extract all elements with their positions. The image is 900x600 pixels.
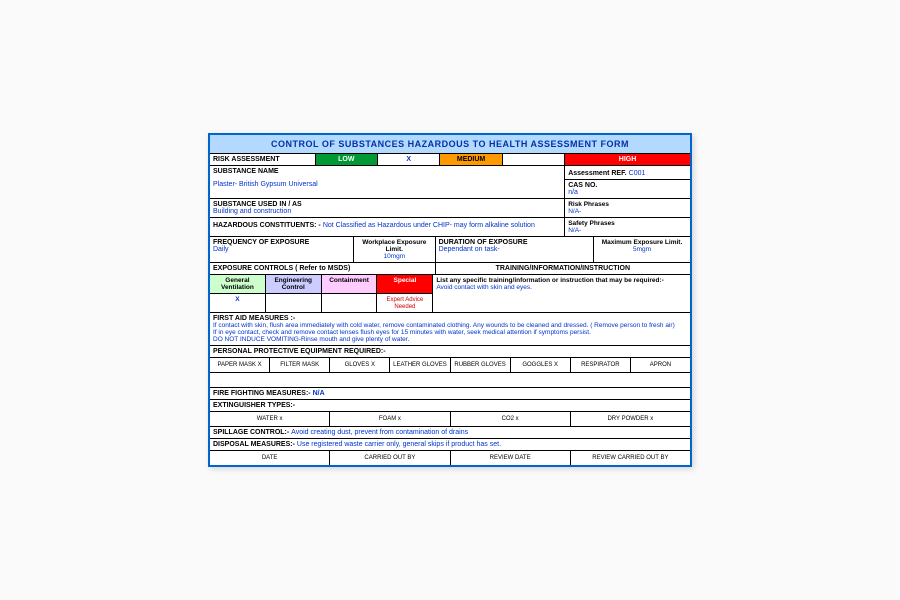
form-title: CONTROL OF SUBSTANCES HAZARDOUS TO HEALT… [210, 135, 690, 154]
max-value: 5mgm [597, 246, 687, 253]
ext-3: DRY POWDER x [571, 412, 690, 426]
ec-general-val: X [235, 296, 239, 303]
ref-label: Assessment REF. [568, 170, 626, 177]
ec-eng-val [266, 294, 322, 312]
safety-label: Safety Phrases [568, 220, 687, 227]
freq-label: FREQUENCY OF EXPOSURE [213, 239, 350, 246]
controls-cols-row: General Ventilation Engineering Control … [210, 275, 690, 313]
substance-name-row: SUBSTANCE NAME Plaster- British Gypsum U… [210, 166, 690, 199]
dur-value: Dependant on task- [439, 246, 590, 253]
coshh-form: CONTROL OF SUBSTANCES HAZARDOUS TO HEALT… [208, 133, 692, 467]
used-label: SUBSTANCE USED IN / AS [213, 201, 561, 208]
firstaid-line-1: If in eye contact, check and remove cont… [213, 329, 687, 336]
footer-review: REVIEW DATE [451, 451, 571, 465]
training-label: List any specific training/information o… [436, 277, 687, 284]
disposal-row: DISPOSAL MEASURES:- Use registered waste… [210, 439, 690, 451]
substance-name-label: SUBSTANCE NAME [213, 168, 561, 175]
cas-value: n/a [568, 189, 687, 196]
ref-value: C001 [629, 170, 646, 177]
fire-header: FIRE FIGHTING MEASURES:- N/A [210, 388, 690, 400]
risk-assessment-row: RISK ASSESSMENT LOW X MEDIUM HIGH [210, 154, 690, 166]
ppe-5: GOGGLES X [511, 358, 571, 372]
ext-1: FOAM x [330, 412, 450, 426]
footer-row: DATE CARRIED OUT BY REVIEW DATE REVIEW C… [210, 451, 690, 465]
ppe-header: PERSONAL PROTECTIVE EQUIPMENT REQUIRED:- [210, 346, 690, 358]
firstaid-header: FIRST AID MEASURES :- [213, 315, 687, 322]
risk-selected: X [378, 154, 440, 165]
ec-eng-head: Engineering Control [266, 275, 322, 293]
freq-value: Daily [213, 246, 350, 253]
wel-label: Workplace Exposure Limit. [357, 239, 432, 253]
fire-value: N/A [313, 390, 325, 397]
ppe-6: RESPIRATOR [571, 358, 631, 372]
training-value: Avoid contact with skin and eyes. [436, 284, 687, 291]
used-value: Building and construction [213, 208, 561, 215]
ec-general-head: General Ventilation [210, 275, 266, 293]
ext-0: WATER x [210, 412, 330, 426]
haz-value: Not Classified as Hazardous under CHIP- … [323, 222, 535, 229]
hazardous-row: HAZARDOUS CONSTITUENTS: - Not Classified… [210, 218, 690, 237]
risk-low: LOW [316, 154, 378, 165]
firstaid-line-0: If contact with skin, flush area immedia… [213, 322, 687, 329]
ppe-1: FILTER MASK [270, 358, 330, 372]
footer-carried: CARRIED OUT BY [330, 451, 450, 465]
blank-row-1 [210, 373, 690, 388]
controls-header-row: EXPOSURE CONTROLS ( Refer to MSDS) TRAIN… [210, 263, 690, 275]
disposal-label: DISPOSAL MEASURES:- [213, 441, 295, 448]
spill-label: SPILLAGE CONTROL:- [213, 429, 289, 436]
ppe-2: GLOVES X [330, 358, 390, 372]
footer-review-by: REVIEW CARRIED OUT BY [571, 451, 690, 465]
spill-value: Avoid creating dust, prevent from contam… [291, 429, 468, 436]
training-header: TRAINING/INFORMATION/INSTRUCTION [436, 263, 690, 274]
risk-blank [503, 154, 565, 165]
riskphrase-value: N/A- [568, 208, 687, 215]
ec-special-head: Special [377, 275, 432, 293]
disposal-value: Use registered waste carrier only, gener… [297, 441, 501, 448]
exposure-row: FREQUENCY OF EXPOSURE Daily Workplace Ex… [210, 237, 690, 263]
ppe-row: PAPER MASK X FILTER MASK GLOVES X LEATHE… [210, 358, 690, 373]
used-in-row: SUBSTANCE USED IN / AS Building and cons… [210, 199, 690, 218]
ext-2: CO2 x [451, 412, 571, 426]
firstaid-section: FIRST AID MEASURES :- If contact with sk… [210, 313, 690, 346]
ext-row: WATER x FOAM x CO2 x DRY POWDER x [210, 412, 690, 427]
haz-label: HAZARDOUS CONSTITUENTS: - [213, 222, 321, 229]
dur-label: DURATION OF EXPOSURE [439, 239, 590, 246]
controls-header: EXPOSURE CONTROLS ( Refer to MSDS) [210, 263, 436, 274]
firstaid-line-2: DO NOT INDUCE VOMITING-Rinse mouth and g… [213, 336, 687, 343]
ppe-4: RUBBER GLOVES [451, 358, 511, 372]
cas-label: CAS NO. [568, 182, 687, 189]
footer-date: DATE [210, 451, 330, 465]
ext-header: EXTINGUISHER TYPES:- [210, 400, 690, 412]
risk-medium: MEDIUM [440, 154, 502, 165]
ec-contain-val [322, 294, 378, 312]
riskphrase-label: Risk Phrases [568, 201, 687, 208]
ec-special-val: Expert Advice Needed [387, 297, 424, 310]
wel-value: 10mgm [357, 253, 432, 260]
spill-row: SPILLAGE CONTROL:- Avoid creating dust, … [210, 427, 690, 439]
ppe-3: LEATHER GLOVES [390, 358, 450, 372]
ppe-0: PAPER MASK X [210, 358, 270, 372]
risk-label: RISK ASSESSMENT [210, 154, 316, 165]
max-label: Maximum Exposure Limit. [597, 239, 687, 246]
ec-contain-head: Containment [322, 275, 378, 293]
ppe-7: APRON [631, 358, 690, 372]
substance-name-value: Plaster- British Gypsum Universal [213, 181, 561, 188]
risk-high: HIGH [565, 154, 690, 165]
safety-value: N/A- [568, 227, 687, 234]
